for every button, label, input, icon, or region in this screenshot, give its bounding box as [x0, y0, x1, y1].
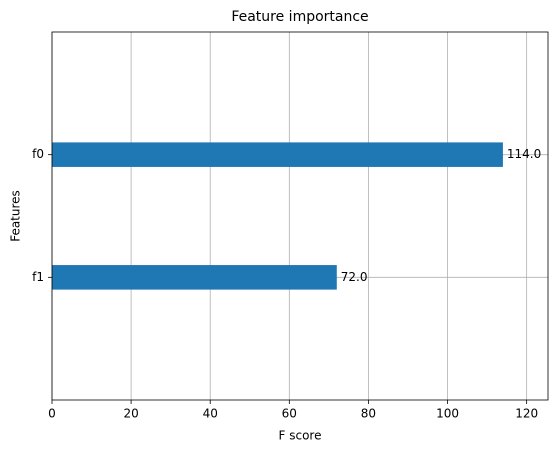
x-tick-label: 0: [48, 407, 56, 421]
y-tick-label: f1: [32, 270, 44, 284]
value-label: 72.0: [341, 270, 368, 284]
x-tick-label: 100: [436, 407, 459, 421]
x-tick-label: 60: [282, 407, 297, 421]
x-tick-label: 120: [515, 407, 538, 421]
value-label: 114.0: [507, 147, 541, 161]
bar: [52, 265, 337, 290]
x-tick-label: 80: [361, 407, 376, 421]
bar: [52, 142, 503, 167]
x-tick-label: 40: [203, 407, 218, 421]
chart-title: Feature importance: [231, 9, 368, 25]
y-tick-label: f0: [32, 147, 44, 161]
plot-frame: [51, 31, 549, 401]
x-tick-label: 20: [123, 407, 138, 421]
y-axis-label: Features: [9, 190, 23, 242]
x-axis-label: F score: [279, 429, 322, 443]
